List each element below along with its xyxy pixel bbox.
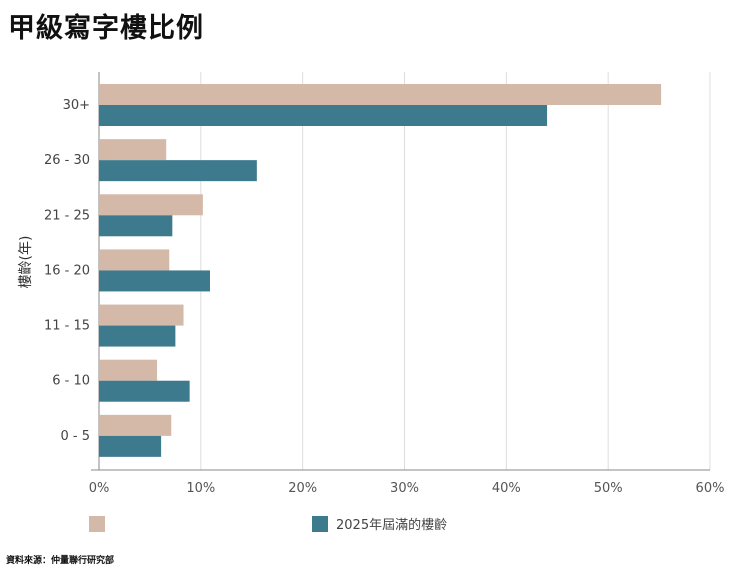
bar-2-4: [99, 325, 176, 347]
x-tick-label-4: 40%: [492, 481, 521, 496]
source-note: 資料來源：仲量聯行研究部: [6, 556, 115, 566]
bar-2-5: [99, 380, 190, 402]
category-label-2: 21 - 25: [44, 208, 90, 223]
bar-1-1: [99, 139, 167, 161]
bars: [99, 84, 662, 457]
bar-2-6: [99, 435, 162, 457]
bar-chart: 30+ 26 - 30 21 - 25 16 - 20 11 - 15 6 - 10 0 -…: [18, 72, 725, 496]
x-tick-label-6: 60%: [696, 481, 725, 496]
bar-2-1: [99, 160, 257, 182]
bar-2-3: [99, 270, 210, 292]
x-tick-label-3: 30%: [390, 481, 419, 496]
x-tick-labels: 0% 10% 20% 30% 40% 50% 60%: [89, 481, 725, 496]
bar-2-0: [99, 105, 548, 126]
category-label-5: 6 - 10: [52, 374, 90, 389]
category-label-0: 30+: [63, 98, 90, 113]
legend-swatch-series-1: [89, 516, 105, 532]
y-axis-title: 樓齡(年): [18, 236, 34, 289]
bar-2-2: [99, 215, 173, 237]
bar-1-2: [99, 194, 203, 216]
x-tick-label-5: 50%: [594, 481, 623, 496]
category-labels: 30+ 26 - 30 21 - 25 16 - 20 11 - 15 6 - 10 0 -…: [44, 98, 90, 444]
legend-swatch-series-2: [312, 516, 328, 532]
category-label-6: 0 - 5: [61, 429, 91, 444]
bar-1-6: [99, 414, 172, 436]
legend-label-series-2: 2025年屆滿的樓齡: [336, 518, 448, 533]
category-label-3: 16 - 20: [44, 263, 90, 278]
chart-title: 甲級寫字樓比例: [8, 13, 204, 44]
bar-1-4: [99, 304, 184, 326]
bar-1-0: [99, 84, 662, 105]
bar-1-5: [99, 359, 158, 381]
x-tick-label-1: 10%: [186, 481, 215, 496]
x-tick-label-2: 20%: [288, 481, 317, 496]
category-label-1: 26 - 30: [44, 153, 90, 168]
bar-1-3: [99, 249, 170, 271]
category-label-4: 11 - 15: [44, 319, 90, 334]
x-tick-label-0: 0%: [89, 481, 110, 496]
